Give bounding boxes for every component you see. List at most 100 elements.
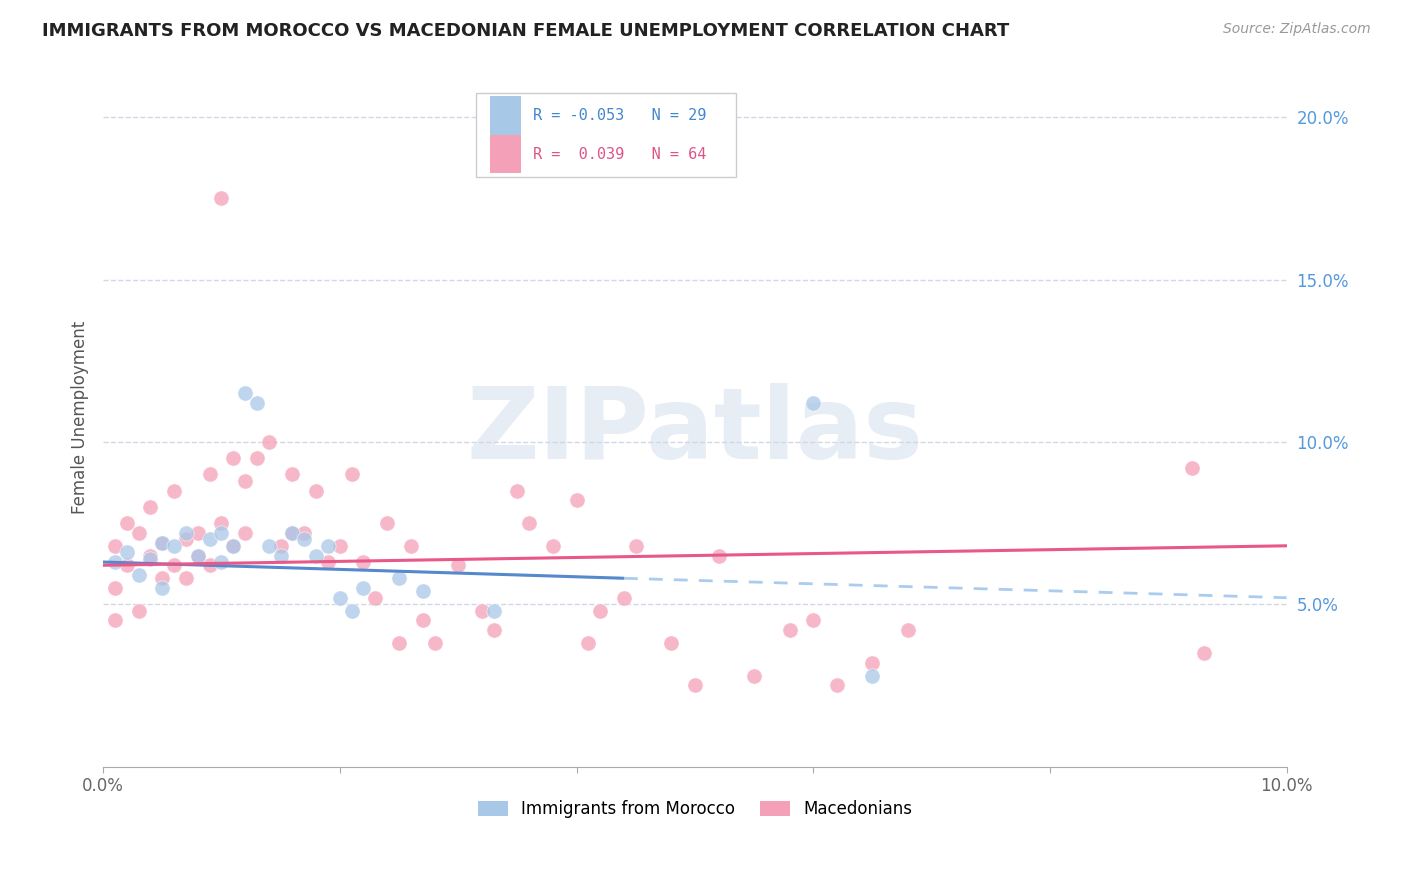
Point (233, 474, 256, 488)
Point (222, 539, 245, 553)
Point (292, 525, 315, 540)
Point (270, 539, 292, 553)
Point (482, 604, 505, 618)
Point (211, 191, 233, 205)
Point (471, 604, 494, 618)
Point (187, 549, 209, 563)
Point (375, 516, 398, 530)
Point (139, 551, 162, 566)
Point (104, 539, 127, 553)
Legend: Immigrants from Morocco, Macedonians: Immigrants from Morocco, Macedonians (471, 793, 920, 824)
Point (211, 555, 233, 569)
Bar (491, 96, 520, 135)
Point (163, 539, 186, 553)
Point (198, 533, 221, 547)
Point (364, 591, 387, 605)
Point (423, 636, 446, 650)
Point (624, 539, 647, 553)
Text: ZIPatlas: ZIPatlas (467, 383, 924, 480)
Point (198, 558, 221, 573)
Point (281, 467, 304, 482)
Text: IMMIGRANTS FROM MOROCCO VS MACEDONIAN FEMALE UNEMPLOYMENT CORRELATION CHART: IMMIGRANTS FROM MOROCCO VS MACEDONIAN FE… (42, 22, 1010, 40)
Point (139, 549, 162, 563)
Point (506, 483, 529, 498)
Point (482, 624, 505, 638)
Point (211, 525, 233, 540)
Point (897, 624, 920, 638)
Point (187, 549, 209, 563)
Point (399, 539, 422, 553)
Point (707, 549, 730, 563)
Point (517, 516, 540, 530)
Point (270, 549, 292, 563)
Point (825, 678, 848, 692)
Point (150, 581, 173, 595)
Point (388, 636, 411, 650)
Point (412, 584, 434, 599)
Point (412, 614, 434, 628)
Point (104, 581, 127, 595)
Point (198, 467, 221, 482)
Point (150, 571, 173, 585)
Point (222, 539, 245, 553)
Point (257, 434, 280, 449)
Point (860, 656, 883, 670)
Bar (491, 135, 520, 173)
Point (613, 591, 636, 605)
Point (246, 451, 269, 466)
Point (115, 558, 138, 573)
Point (222, 451, 245, 466)
Point (388, 571, 411, 585)
Point (589, 604, 612, 618)
Point (257, 539, 280, 553)
Y-axis label: Female Unemployment: Female Unemployment (72, 321, 89, 514)
Point (281, 525, 304, 540)
Point (174, 533, 197, 547)
Point (779, 624, 801, 638)
Point (340, 467, 363, 482)
Point (329, 539, 352, 553)
Text: Source: ZipAtlas.com: Source: ZipAtlas.com (1223, 22, 1371, 37)
Point (139, 500, 162, 514)
Point (115, 516, 138, 530)
Point (128, 604, 150, 618)
Point (187, 525, 209, 540)
Point (683, 678, 706, 692)
Point (860, 668, 883, 682)
Point (104, 614, 127, 628)
Point (150, 535, 173, 549)
Point (1192, 646, 1215, 660)
Point (174, 571, 197, 585)
Point (447, 558, 470, 573)
Point (801, 396, 824, 410)
FancyBboxPatch shape (475, 93, 737, 177)
Text: R =  0.039   N = 64: R = 0.039 N = 64 (533, 146, 706, 161)
Point (316, 539, 339, 553)
Point (329, 591, 352, 605)
Point (565, 493, 588, 508)
Point (305, 549, 328, 563)
Point (233, 525, 256, 540)
Point (281, 525, 304, 540)
Point (305, 483, 328, 498)
Text: R = -0.053   N = 29: R = -0.053 N = 29 (533, 108, 706, 123)
Point (104, 555, 127, 569)
Point (742, 668, 765, 682)
Point (659, 636, 682, 650)
Point (150, 535, 173, 549)
Point (174, 525, 197, 540)
Point (128, 568, 150, 582)
Point (576, 636, 599, 650)
Point (211, 516, 233, 530)
Point (316, 555, 339, 569)
Point (340, 604, 363, 618)
Point (1181, 461, 1204, 475)
Point (541, 539, 564, 553)
Point (353, 555, 375, 569)
Point (353, 581, 375, 595)
Point (801, 614, 824, 628)
Point (163, 558, 186, 573)
Point (246, 396, 269, 410)
Point (115, 545, 138, 559)
Point (292, 533, 315, 547)
